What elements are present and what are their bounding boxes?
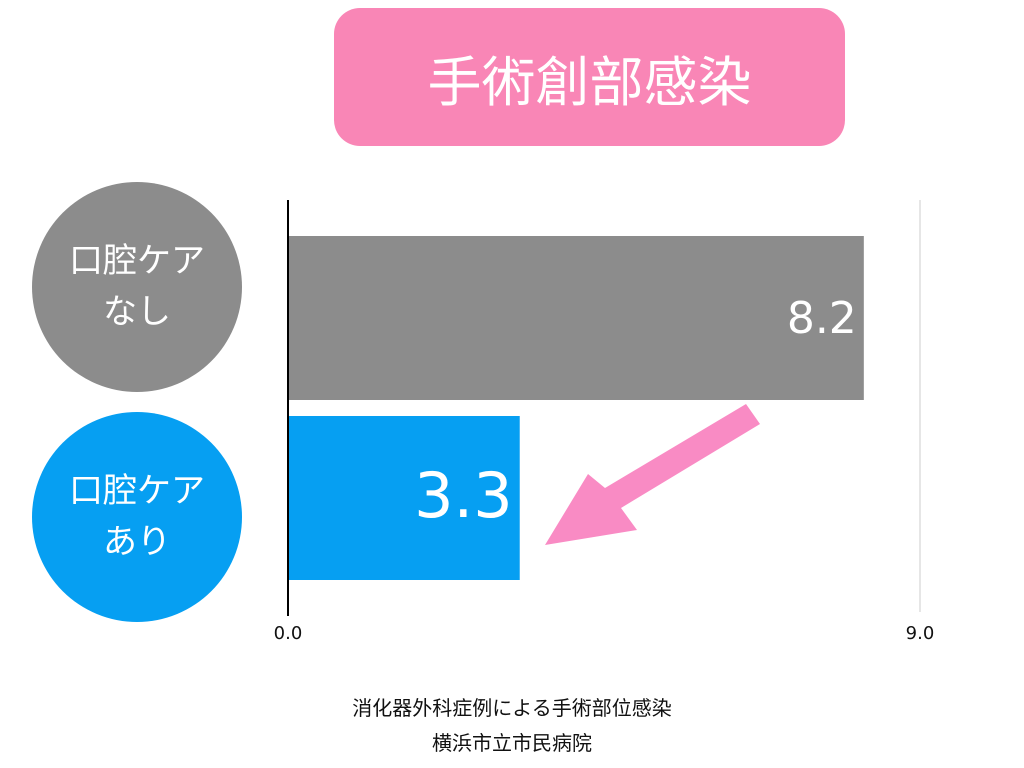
chart-title: 手術創部感染 [334,8,845,146]
caption: 横浜市立市民病院 [432,731,592,755]
x-tick-label: 9.0 [906,623,935,644]
bar [288,416,520,580]
bar [288,236,864,400]
x-tick-label: 0.0 [274,623,303,644]
category-label: 口腔ケアあり [69,471,205,562]
category-badge: 口腔ケアなし [32,182,242,392]
arrow [545,404,760,545]
value-label: 3.3 [414,459,513,532]
category-badge: 口腔ケアあり [32,412,242,622]
value-label: 8.2 [787,293,857,344]
caption: 消化器外科症例による手術部位感染 [352,696,672,720]
category-label: 口腔ケアなし [69,241,205,332]
